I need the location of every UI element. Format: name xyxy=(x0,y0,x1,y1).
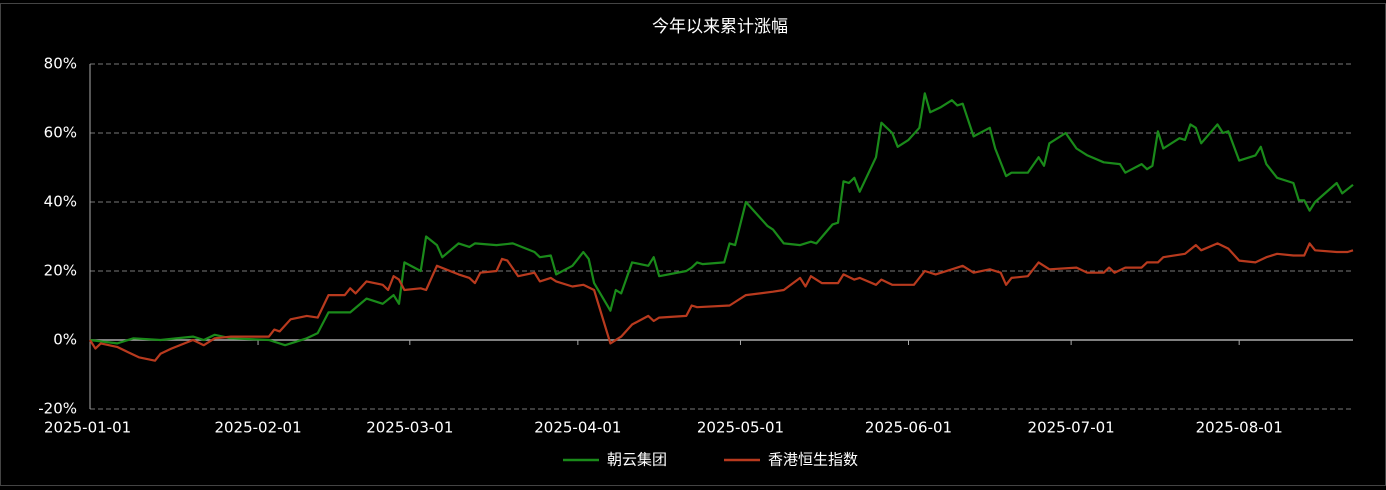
x-tick-label: 2025-03-01 xyxy=(366,419,453,437)
x-tick-label: 2025-07-01 xyxy=(1028,419,1115,437)
x-tick-label: 2025-08-01 xyxy=(1196,419,1283,437)
y-tick-label: 40% xyxy=(44,193,77,211)
x-tick-label: 2025-04-01 xyxy=(534,419,621,437)
x-tick-label: 2025-05-01 xyxy=(697,419,784,437)
y-tick-label: 20% xyxy=(44,262,77,280)
x-tick-label: 2025-06-01 xyxy=(865,419,952,437)
legend-label: 朝云集团 xyxy=(607,451,667,469)
y-tick-label: -20% xyxy=(38,400,77,418)
y-tick-label: 0% xyxy=(53,331,77,349)
chart-title: 今年以来累计涨幅 xyxy=(652,17,788,37)
series-line xyxy=(89,92,1354,347)
legend-label: 香港恒生指数 xyxy=(768,451,858,469)
series-line xyxy=(89,242,1354,362)
x-tick-label: 2025-02-01 xyxy=(214,419,301,437)
y-tick-label: 60% xyxy=(44,124,77,142)
y-tick-label: 80% xyxy=(44,55,77,73)
frame xyxy=(0,3,1386,486)
x-tick-label: 2025-01-01 xyxy=(44,419,131,437)
